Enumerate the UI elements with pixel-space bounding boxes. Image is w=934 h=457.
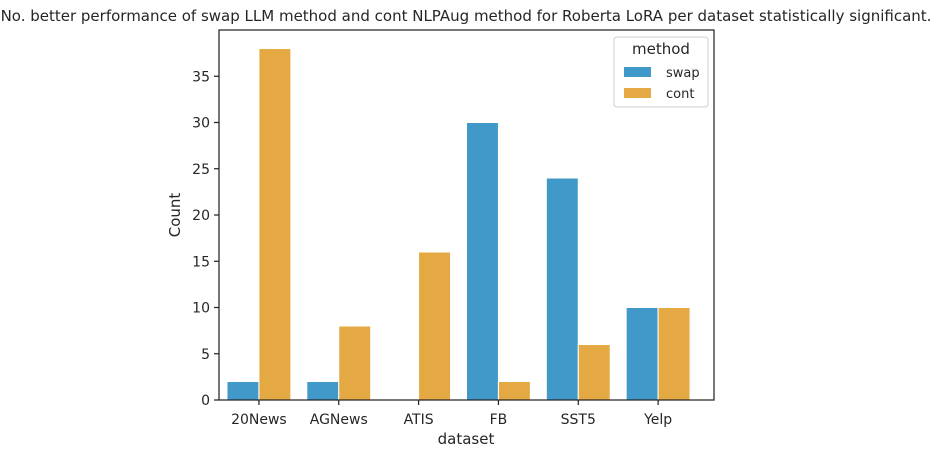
x-tick-label: FB — [490, 412, 508, 428]
legend-swatch-swap — [624, 67, 651, 77]
bar-swap-FB — [466, 122, 499, 401]
x-axis-label: dataset — [438, 430, 495, 448]
x-axis: 20News AGNews ATIS FB SST5 Yelp — [231, 400, 672, 428]
y-tick-label: 10 — [192, 301, 210, 317]
legend-label-swap: swap — [666, 66, 700, 81]
y-tick-label: 30 — [192, 116, 210, 132]
x-tick-label: AGNews — [310, 412, 368, 428]
x-tick-label: 20News — [231, 412, 287, 428]
y-tick-label: 20 — [192, 208, 210, 224]
bar-cont-SST5 — [577, 344, 611, 401]
y-tick-label: 5 — [201, 347, 210, 363]
bar-cont-FB — [497, 381, 531, 401]
bar-cont-Yelp — [657, 307, 691, 401]
bar-swap-AGNews — [306, 381, 340, 401]
plot-area — [226, 48, 691, 401]
y-tick-label: 15 — [192, 254, 210, 270]
y-axis-label: Count — [166, 193, 184, 238]
y-axis: 0 5 10 15 20 25 30 35 — [192, 69, 219, 409]
x-tick-label: Yelp — [643, 412, 672, 428]
legend-title: method — [632, 40, 690, 58]
legend-label-cont: cont — [666, 87, 694, 102]
bar-swap-SST5 — [545, 177, 579, 401]
y-tick-label: 0 — [201, 393, 210, 409]
chart-title: No. better performance of swap LLM metho… — [1, 7, 932, 25]
x-tick-label: SST5 — [561, 412, 596, 428]
x-tick-label: ATIS — [404, 412, 434, 428]
y-tick-label: 25 — [192, 162, 210, 178]
legend-swatch-cont — [624, 88, 651, 98]
bar-cont-ATIS — [418, 251, 452, 401]
bar-cont-20News — [258, 48, 292, 401]
legend: method swap cont — [613, 36, 709, 108]
bar-swap-20News — [226, 381, 260, 401]
y-tick-label: 35 — [192, 69, 210, 85]
bar-cont-AGNews — [338, 325, 372, 401]
bar-swap-Yelp — [625, 307, 659, 401]
